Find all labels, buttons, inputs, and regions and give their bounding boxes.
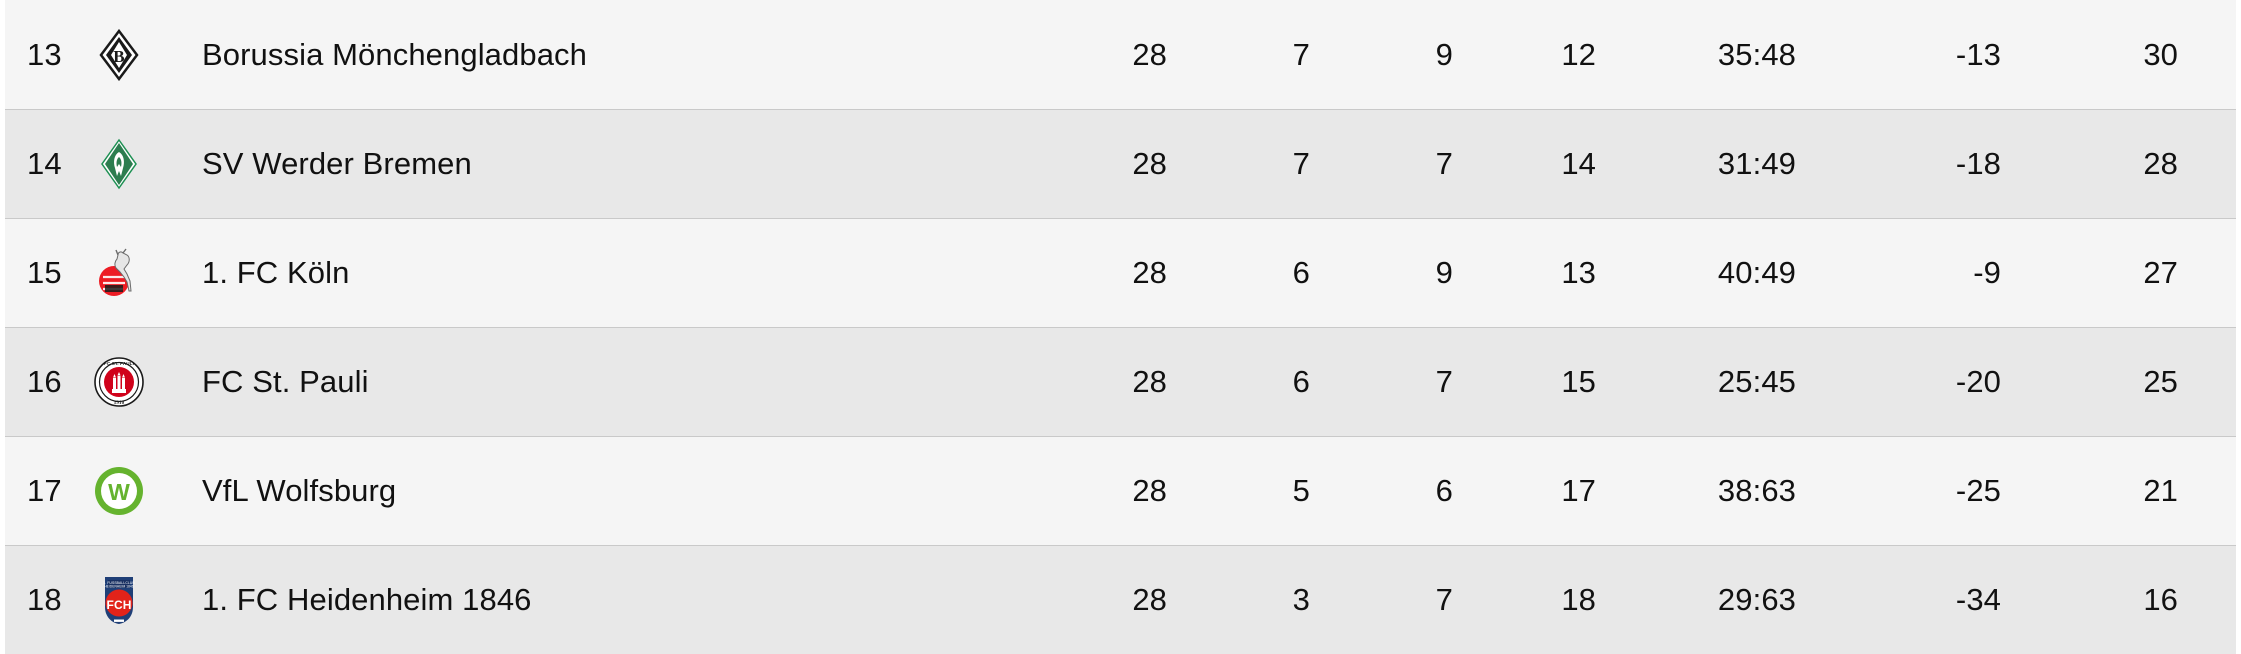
points-cell: 16 [2143,582,2178,617]
vfl-wolfsburg-crest-icon: W [95,467,143,515]
team-name-cell: 1. FC Heidenheim 1846 [202,582,532,617]
table-row[interactable]: 18 1. FUSSBALLCLUB HEIDENHEIM 1846 FCH 1… [5,545,2236,654]
goals-cell: 35:48 [1717,36,1796,72]
matches-cell: 28 [1132,146,1167,181]
matches-cell: 28 [1132,36,1167,72]
matches-cell: 28 [1132,255,1167,290]
crest-cell [80,247,158,299]
rank-cell: 15 [27,255,62,290]
goal-difference-cell: -13 [1955,36,2001,72]
goal-difference-cell: -25 [1955,473,2001,508]
goal-difference-cell: -34 [1955,582,2001,617]
rank-cell: 17 [27,473,62,508]
goals-cell: 29:63 [1717,582,1796,617]
team-name-cell: SV Werder Bremen [202,146,472,181]
svg-text:B: B [113,47,124,66]
table-row[interactable]: 16 FC ST. PAULI 1910 FC St. Pauli [5,327,2236,436]
goals-cell: 40:49 [1717,255,1796,290]
losses-cell: 12 [1561,36,1596,72]
wins-cell: 5 [1292,473,1310,508]
team-name-cell: Borussia Mönchengladbach [202,36,587,72]
matches-cell: 28 [1132,582,1167,617]
team-name-cell: 1. FC Köln [202,255,350,290]
fc-heidenheim-crest-icon: 1. FUSSBALLCLUB HEIDENHEIM 1846 FCH [103,577,135,624]
wins-cell: 7 [1292,36,1310,72]
wins-cell: 3 [1292,582,1310,617]
draws-cell: 7 [1435,364,1453,399]
table-row[interactable]: 14 SV Werder Bremen 28 7 7 14 31:49 -18 … [5,109,2236,218]
draws-cell: 9 [1435,255,1453,290]
goals-cell: 25:45 [1717,364,1796,399]
fc-koeln-crest-icon [99,248,132,296]
losses-cell: 17 [1561,473,1596,508]
losses-cell: 14 [1561,146,1596,181]
goals-cell: 38:63 [1717,473,1796,508]
crest-cell: W [80,465,158,517]
svg-text:1. FUSSBALLCLUB: 1. FUSSBALLCLUB [103,581,135,585]
sv-werder-bremen-crest-icon [101,138,137,190]
fc-st-pauli-crest-icon: FC ST. PAULI 1910 [94,357,144,407]
team-name-cell: FC St. Pauli [202,364,369,399]
matches-cell: 28 [1132,473,1167,508]
wins-cell: 6 [1292,255,1310,290]
losses-cell: 15 [1561,364,1596,399]
svg-text:W: W [108,479,130,505]
draws-cell: 7 [1435,146,1453,181]
team-name-cell: VfL Wolfsburg [202,473,397,508]
svg-text:HEIDENHEIM 1846: HEIDENHEIM 1846 [104,585,134,589]
borussia-moenchengladbach-crest-icon: B [99,28,139,81]
rank-cell: 14 [27,146,62,181]
crest-cell: FC ST. PAULI 1910 [80,356,158,408]
rank-cell: 16 [27,364,62,399]
points-cell: 25 [2143,364,2178,399]
points-cell: 28 [2143,146,2178,181]
rank-cell: 18 [27,582,62,617]
losses-cell: 13 [1561,255,1596,290]
goal-difference-cell: -9 [1973,255,2001,290]
points-cell: 21 [2143,473,2178,508]
wins-cell: 6 [1292,364,1310,399]
svg-text:FC ST. PAULI: FC ST. PAULI [104,361,134,366]
svg-text:FCH: FCH [107,598,132,612]
draws-cell: 7 [1435,582,1453,617]
matches-cell: 28 [1132,364,1167,399]
goal-difference-cell: -20 [1955,364,2001,399]
table-row[interactable]: 15 1. FC Köln 28 6 9 13 40:49 -9 27 [5,218,2236,327]
goals-cell: 31:49 [1717,146,1796,181]
points-cell: 27 [2143,255,2178,290]
table-row[interactable]: 17 W VfL Wolfsburg 28 5 6 17 38:63 -25 2… [5,436,2236,545]
table-row[interactable]: 13 B Borussia Mönchengladbach 28 7 9 12 … [5,0,2236,109]
wins-cell: 7 [1292,146,1310,181]
goal-difference-cell: -18 [1955,146,2001,181]
crest-cell: B [80,28,158,81]
crest-cell [80,138,158,190]
losses-cell: 18 [1561,582,1596,617]
draws-cell: 6 [1435,473,1453,508]
crest-cell: 1. FUSSBALLCLUB HEIDENHEIM 1846 FCH [80,574,158,626]
points-cell: 30 [2143,36,2178,72]
rank-cell: 13 [27,36,62,72]
draws-cell: 9 [1435,36,1453,72]
svg-text:1910: 1910 [114,401,125,406]
